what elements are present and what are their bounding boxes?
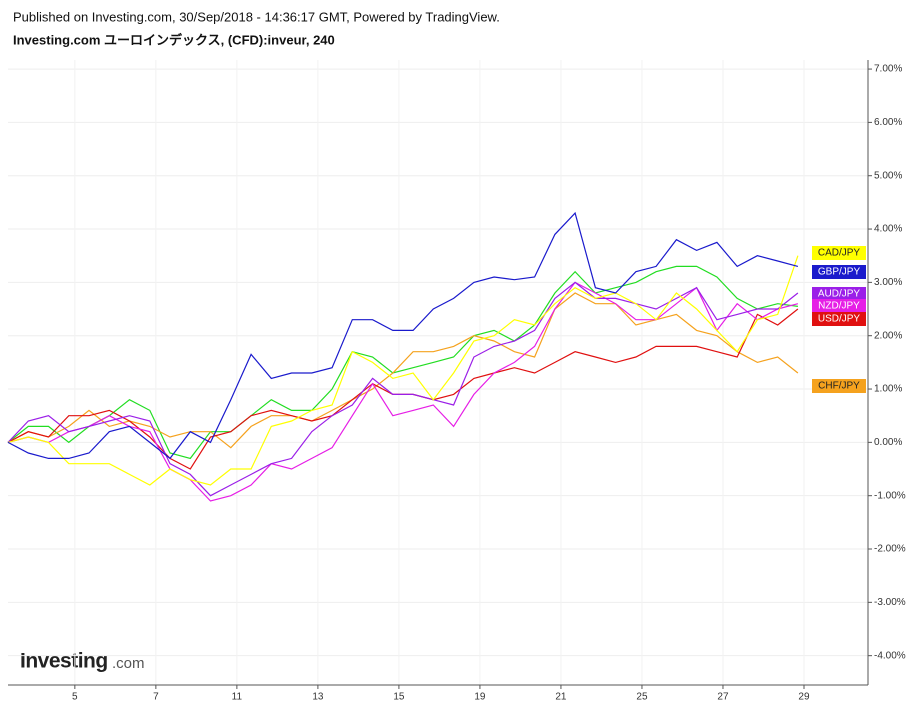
chart-title: Investing.com ユーロインデックス, (CFD):inveur, 2… (13, 32, 335, 47)
series-line (7, 292, 799, 449)
legend-label: AUD/JPY (818, 289, 861, 300)
legend-label: CHF/JPY (818, 381, 860, 392)
legend-swatch (812, 246, 866, 260)
x-tick-label: 13 (312, 692, 324, 703)
y-tick-label: 6.00% (874, 117, 902, 128)
x-tick-label: 19 (474, 692, 486, 703)
logo-suffix: .com (112, 655, 145, 672)
legend-label: CAD/JPY (818, 248, 861, 259)
published-note: Published on Investing.com, 30/Sep/2018 … (13, 9, 500, 24)
legend-swatch (812, 379, 866, 393)
y-tick-label: -3.00% (874, 597, 906, 608)
y-tick-label: 7.00% (874, 64, 902, 75)
series-line (7, 211, 799, 460)
legend-swatch (812, 265, 866, 279)
y-tick-label: 0.00% (874, 437, 902, 448)
x-tick-label: 15 (393, 692, 405, 703)
y-tick-label: 5.00% (874, 170, 902, 181)
legend-swatch (812, 299, 866, 313)
legend-swatch (812, 312, 866, 326)
x-tick-label: 11 (232, 692, 243, 703)
x-tick-label: 25 (636, 692, 648, 703)
series-line (7, 255, 799, 486)
y-tick-label: 4.00% (874, 224, 902, 235)
y-tick-label: -1.00% (874, 490, 906, 501)
x-tick-label: 29 (798, 692, 810, 703)
legend-swatch (812, 287, 866, 301)
legend-label: NZD/JPY (818, 301, 860, 312)
y-tick-label: -4.00% (874, 650, 906, 661)
legend-label: USD/JPY (818, 314, 861, 325)
x-tick-label: 27 (717, 692, 729, 703)
y-tick-label: 1.00% (874, 384, 902, 395)
legend-label: GBP/JPY (818, 267, 861, 278)
x-tick-label: 5 (72, 692, 78, 703)
x-tick-label: 21 (555, 692, 567, 703)
series-line (7, 281, 799, 502)
series-line (7, 265, 798, 460)
logo-name: Investing (20, 650, 108, 673)
series-line (7, 281, 799, 497)
y-tick-label: 2.00% (874, 330, 902, 341)
y-tick-label: 3.00% (874, 277, 902, 288)
y-tick-label: -2.00% (874, 544, 906, 555)
x-tick-label: 7 (153, 692, 159, 703)
